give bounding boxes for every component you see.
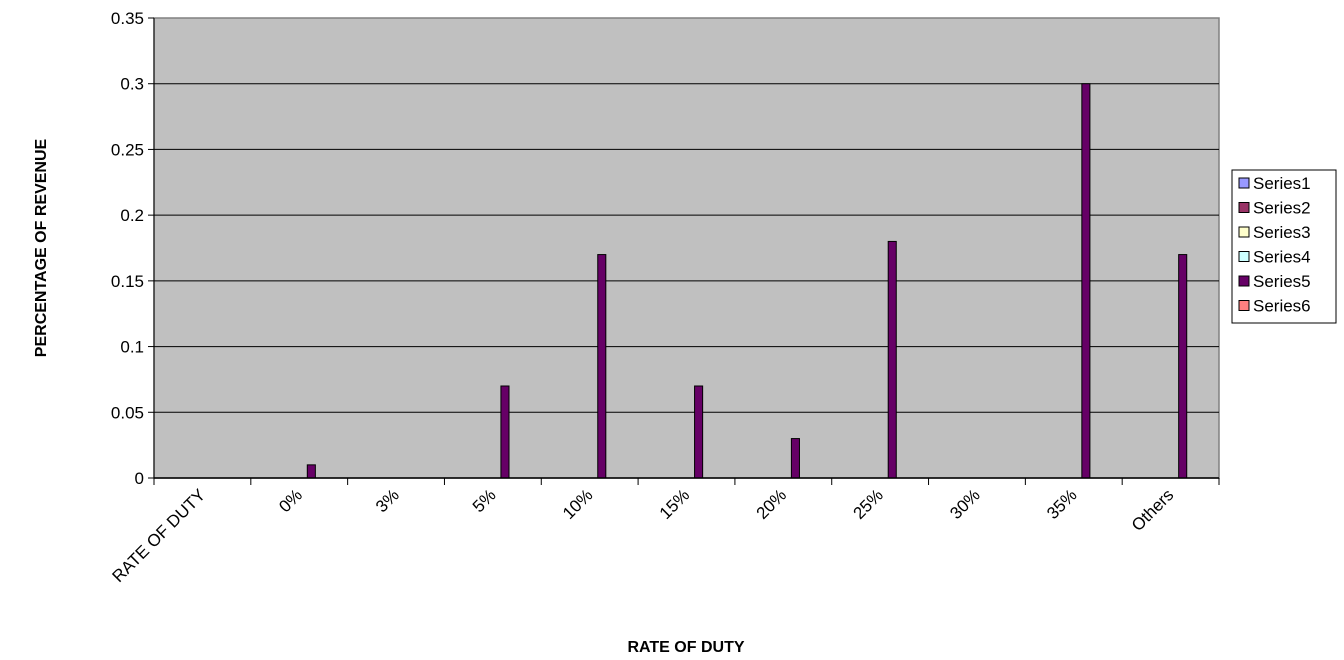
legend-label: Series4 [1253, 248, 1311, 267]
legend-swatch [1238, 202, 1250, 213]
legend-label: Series3 [1253, 223, 1311, 242]
y-tick-label: 0.15 [111, 272, 144, 291]
y-tick-label: 0.3 [120, 75, 144, 94]
legend-swatch [1238, 251, 1250, 262]
x-tick-label: 25% [849, 485, 886, 522]
y-tick-label: 0.05 [111, 403, 144, 422]
x-tick-label: Others [1128, 485, 1178, 535]
x-tick-label: 5% [469, 485, 500, 516]
legend-label: Series2 [1253, 199, 1311, 218]
y-tick-label: 0.2 [120, 206, 144, 225]
bar-series5 [597, 254, 607, 479]
x-tick-label: 3% [372, 485, 403, 516]
legend-label: Series1 [1253, 174, 1311, 193]
bar-series5 [500, 385, 510, 479]
x-tick-label: 15% [656, 485, 693, 522]
legend-box [1231, 169, 1337, 324]
bar-series5 [887, 240, 897, 479]
x-tick-label: 35% [1043, 485, 1080, 522]
y-tick-label: 0.1 [120, 338, 144, 357]
x-tick-label: RATE OF DUTY [109, 485, 210, 586]
y-axis-title: PERCENTAGE OF REVENUE [33, 138, 50, 357]
plot-area [153, 17, 1220, 479]
legend-swatch [1238, 177, 1250, 189]
bar-series5 [1178, 254, 1188, 479]
y-tick-labels: 0 0.05 0.1 0.15 0.2 0.25 0.3 0.35 [111, 9, 144, 488]
bar-series5 [790, 438, 800, 479]
bar-series5 [694, 385, 704, 479]
axes [148, 17, 1220, 485]
bar-series5 [306, 464, 316, 479]
x-tick-label: 30% [946, 485, 983, 522]
x-axis-title: RATE OF DUTY [627, 639, 744, 656]
bar-series5 [1081, 83, 1091, 479]
legend-swatch [1238, 300, 1250, 311]
y-tick-label: 0 [135, 469, 144, 488]
legend-label: Series5 [1253, 272, 1311, 291]
y-tick-label: 0.35 [111, 9, 144, 28]
legend-label: Series6 [1253, 297, 1311, 316]
x-tick-label: 20% [753, 485, 790, 522]
gridlines [154, 83, 1219, 413]
x-tick-label: 0% [275, 485, 306, 516]
x-tick-label: 10% [559, 485, 596, 522]
legend: Series1 Series2 Series3 Series4 Series5 Serie… [1231, 169, 1337, 324]
y-tick-label: 0.25 [111, 140, 144, 159]
legend-swatch [1238, 226, 1250, 238]
x-tick-labels: RATE OF DUTY 0% 3% 5% 10% 15% 20% 25% 30% 35% Othe… [109, 485, 1178, 586]
legend-swatch [1238, 275, 1250, 287]
